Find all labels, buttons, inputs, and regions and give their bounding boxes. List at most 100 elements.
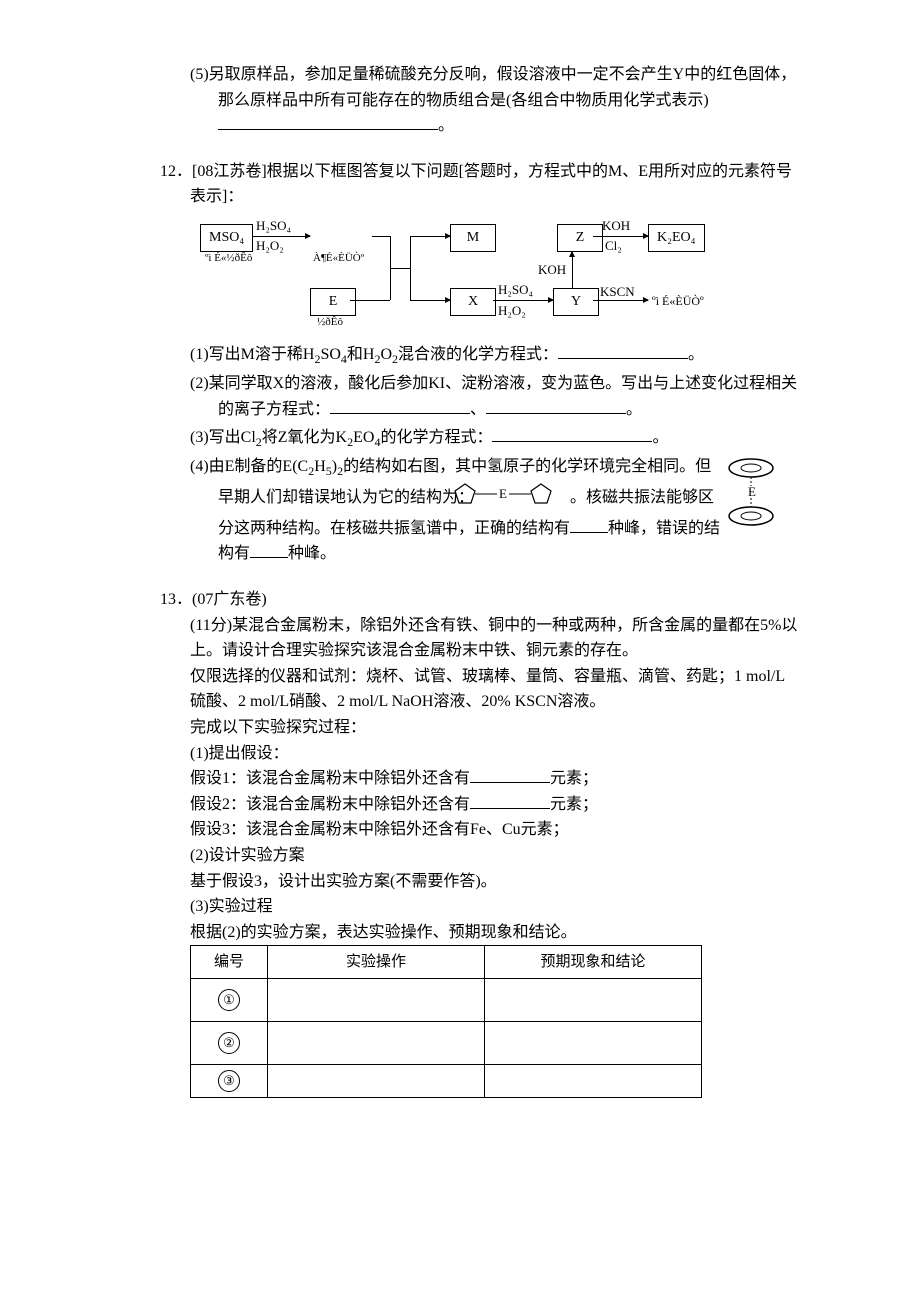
t: 种峰。 — [288, 545, 336, 562]
q12-head: 12．[08江苏卷]根据以下框图答复以下问题[答题时，方程式中的M、E用所对应的… — [190, 159, 800, 210]
cell-num: ① — [191, 979, 268, 1022]
blank — [486, 397, 626, 414]
t: 假设2：该混合金属粉末中除铝外还含有 — [190, 796, 470, 813]
q13-h2: 假设2：该混合金属粉末中除铝外还含有 元素； — [160, 792, 800, 818]
t: SO — [320, 346, 340, 363]
blank — [470, 766, 550, 783]
t: (3)写出Cl — [190, 429, 256, 446]
line — [390, 268, 410, 269]
cell — [485, 979, 702, 1022]
lbl-h2o2-2: H₂O₂ — [498, 301, 526, 322]
circle-num: ② — [218, 1032, 240, 1054]
q13-intro3: 完成以下实验探究过程： — [160, 715, 800, 741]
q13-s3b: 根据(2)的实验方案，表达实验操作、预期现象和结论。 — [160, 920, 800, 946]
experiment-table: 编号 实验操作 预期现象和结论 ① ② ③ — [190, 945, 702, 1098]
q13-head: 13．(07广东卷) — [160, 587, 800, 613]
lbl-koh-1: KOH — [538, 260, 566, 281]
table-row: ② — [191, 1022, 702, 1065]
lbl-kscn: KSCN — [600, 282, 635, 303]
q12-2: (2)某同学取X的溶液，酸化后参加KI、淀粉溶液，变为蓝色。写出与上述变化过程相… — [190, 371, 800, 422]
t: (4)由E制备的E(C — [190, 458, 308, 475]
t: 假设1：该混合金属粉末中除铝外还含有 — [190, 770, 470, 787]
lbl-cl2: Cl₂ — [605, 236, 622, 257]
blank — [558, 342, 688, 359]
t: 。 — [652, 429, 668, 446]
th-num: 编号 — [191, 946, 268, 979]
box-y: Y — [553, 288, 599, 316]
q13-s1: (1)提出假设： — [160, 741, 800, 767]
box-k2eo4: K₂EO₄ — [648, 224, 705, 252]
blank — [250, 541, 288, 558]
t: 元素； — [550, 770, 598, 787]
box-e: E — [310, 288, 356, 316]
q13-intro2: 仅限选择的仪器和试剂：烧杯、试管、玻璃棒、量筒、容量瓶、滴管、药匙；1 mol/… — [160, 664, 800, 715]
t: O — [380, 346, 392, 363]
box-x: X — [450, 288, 496, 316]
blank — [570, 516, 608, 533]
table-row: ③ — [191, 1065, 702, 1098]
blank — [218, 113, 438, 130]
lbl-tiny-red: ºì É«ÈÜÒº — [652, 292, 704, 311]
circle-num: ③ — [218, 1070, 240, 1092]
table-row: ① — [191, 979, 702, 1022]
line — [410, 236, 411, 300]
ferro-label: E — [748, 484, 756, 499]
q11-5-body: (5)另取原样品，参加足量稀硫酸充分反响，假设溶液中一定不会产生Y中的红色固体，… — [190, 66, 796, 109]
svg-text:E: E — [499, 486, 507, 501]
t: 、 — [470, 401, 486, 418]
wrong-structure-icon: E — [481, 481, 563, 516]
lbl-tiny-mso4: À¶É«ÈÜÒº — [313, 250, 364, 268]
t: H — [314, 458, 326, 475]
cell — [485, 1065, 702, 1098]
t: 的化学方程式： — [380, 429, 492, 446]
cell — [268, 1065, 485, 1098]
cell-num: ③ — [191, 1065, 268, 1098]
cell — [268, 1022, 485, 1065]
q13-intro1: (11分)某混合金属粉末，除铝外还含有铁、铜中的一种或两种，所含金属的量都在5%… — [160, 613, 800, 664]
cell — [268, 979, 485, 1022]
q12-4: E (4)由E制备的E(C2H5)2的结构如右图，其中氢原子的化学环境完全相同。… — [190, 454, 800, 567]
lbl-tiny-m: ºì É«½ðÊô — [205, 250, 252, 268]
q13-s2b: 基于假设3，设计出实验方案(不需要作答)。 — [160, 869, 800, 895]
q12-1: (1)写出M溶于稀H2SO4和H2O2混合液的化学方程式：。 — [190, 342, 800, 369]
box-m2: M — [450, 224, 496, 252]
box-mso4: MSO₄ — [200, 224, 253, 252]
blank — [470, 792, 550, 809]
q11-5-text: (5)另取原样品，参加足量稀硫酸充分反响，假设溶液中一定不会产生Y中的红色固体，… — [190, 62, 800, 139]
cell — [485, 1022, 702, 1065]
question-13: 13．(07广东卷) (11分)某混合金属粉末，除铝外还含有铁、铜中的一种或两种… — [160, 587, 800, 1098]
t: 。 — [688, 346, 704, 363]
q13-s3: (3)实验过程 — [160, 894, 800, 920]
t: 元素； — [550, 796, 598, 813]
flow-diagram: M ºì É«½ðÊô H₂SO₄ H₂O₂ MSO₄ À¶É«ÈÜÒº E ½… — [200, 216, 760, 336]
q13-s2: (2)设计实验方案 — [160, 843, 800, 869]
t: 将Z氧化为K — [262, 429, 347, 446]
line — [350, 300, 390, 301]
th-op: 实验操作 — [268, 946, 485, 979]
lbl-h2so4-1: H₂SO₄ — [256, 216, 291, 237]
q13-h1: 假设1：该混合金属粉末中除铝外还含有 元素； — [160, 766, 800, 792]
t: EO — [353, 429, 374, 446]
blank — [492, 425, 652, 442]
arrow — [410, 300, 450, 301]
arrow — [410, 236, 450, 237]
lbl-h2so4-2: H₂SO₄ — [498, 280, 533, 301]
question-11-5: (5)另取原样品，参加足量稀硫酸充分反响，假设溶液中一定不会产生Y中的红色固体，… — [160, 62, 800, 139]
line — [372, 236, 390, 237]
ferrocene-icon: E — [722, 454, 780, 532]
cell-num: ② — [191, 1022, 268, 1065]
question-12: 12．[08江苏卷]根据以下框图答复以下问题[答题时，方程式中的M、E用所对应的… — [160, 159, 800, 567]
t: 混合液的化学方程式： — [398, 346, 558, 363]
q13-h3: 假设3：该混合金属粉末中除铝外还含有Fe、Cu元素； — [160, 817, 800, 843]
blank — [330, 397, 470, 414]
lbl-h2o2-1: H₂O₂ — [256, 236, 284, 257]
t: 和H — [347, 346, 375, 363]
t: (1)写出M溶于稀H — [190, 346, 314, 363]
q11-5-suffix: 。 — [438, 117, 454, 134]
q12-3: (3)写出Cl2将Z氧化为K2EO4的化学方程式：。 — [190, 425, 800, 452]
lbl-tiny-e: ½ðÊô — [317, 314, 343, 332]
th-res: 预期现象和结论 — [485, 946, 702, 979]
box-z: Z — [557, 224, 603, 252]
ferrocene-figure: E — [730, 454, 800, 539]
arrow — [572, 252, 573, 288]
